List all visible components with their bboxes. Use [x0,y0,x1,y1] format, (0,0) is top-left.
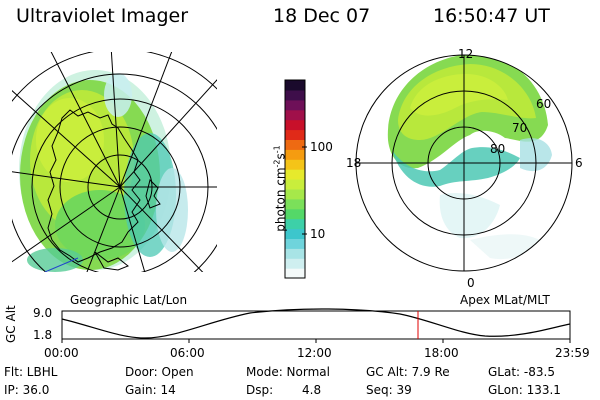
instrument-title: Ultraviolet Imager [16,5,189,27]
geo-coastlines [47,109,161,271]
gc-alt-curve [61,308,571,339]
info-glon: GLon: 133.1 [488,383,561,397]
colorbar-segment [285,89,305,101]
colorbar-segment [285,109,305,121]
colorbar [284,79,306,279]
colorbar-segment [285,198,305,210]
mlat-label-80: 80 [490,142,506,156]
colorbar-segment [285,228,305,239]
mag-grid [355,54,573,272]
colorbar-segment [285,99,305,111]
colorbar-segment [285,218,305,230]
time-tick-1200: 12:00 [297,346,332,360]
info-mode: Mode: Normal [246,365,330,379]
time-tick-2359: 23:59 [555,346,590,360]
colorbar-segment [285,149,305,160]
mag-panel-label: Apex MLat/MLT [460,293,550,307]
timeline-y-label: GC Alt [4,305,18,343]
colorbar-segment [285,119,305,131]
geo-grid [12,52,217,272]
mlat-label-70: 70 [512,121,528,135]
colorbar-segment [285,238,305,249]
colorbar-segment [285,208,305,220]
info-gc-alt: GC Alt: 7.9 Re [366,365,450,379]
timeline-ticks [61,339,571,343]
timeline-y-tick-max: 9.0 [33,306,53,320]
info-dsp: Dsp: [246,383,274,397]
colorbar-tick-10: 10 [310,227,326,241]
colorbar-segment [285,188,305,200]
info-seq: Seq: 39 [366,383,412,397]
colorbar-segment [285,169,305,180]
mlt-label-18: 18 [346,156,362,170]
time-tick-1800: 18:00 [424,346,459,360]
colorbar-segment [285,179,305,190]
geographic-image [12,52,217,272]
colorbar-segment [285,258,305,269]
time-label: 16:50:47 UT [433,5,550,27]
time-tick-0600: 06:00 [170,346,205,360]
mag-aurora-emission [387,55,552,260]
colorbar-tick-100: 100 [310,140,333,154]
colorbar-segment [285,248,305,259]
geo-orbit-track [44,257,79,272]
colorbar-segment [285,268,305,279]
info-glat: GLat: -83.5 [488,365,555,379]
timeline-y-tick-min: 1.8 [33,328,53,342]
geo-panel-label: Geographic Lat/Lon [70,293,188,307]
info-door: Door: Open [125,365,194,379]
info-dsp-value: 4.8 [302,383,322,397]
mlat-label-60: 60 [536,97,552,111]
date-label: 18 Dec 07 [273,5,371,27]
info-ip: IP: 36.0 [4,383,50,397]
mlt-label-12: 12 [458,47,474,61]
time-tick-0000: 00:00 [44,346,79,360]
info-gain: Gain: 14 [125,383,176,397]
colorbar-frame [284,79,306,279]
mlt-label-6: 6 [575,156,583,170]
colorbar-segment [285,129,305,140]
colorbar-segment [285,139,305,150]
colorbar-segment [285,159,305,170]
timeline-frame [61,310,571,340]
mlt-label-0: 0 [467,276,475,290]
info-flt: Flt: LBHL [4,365,58,379]
colorbar-segment [285,80,305,91]
colorbar-ticks [302,146,307,235]
magnetic-image [387,55,552,260]
